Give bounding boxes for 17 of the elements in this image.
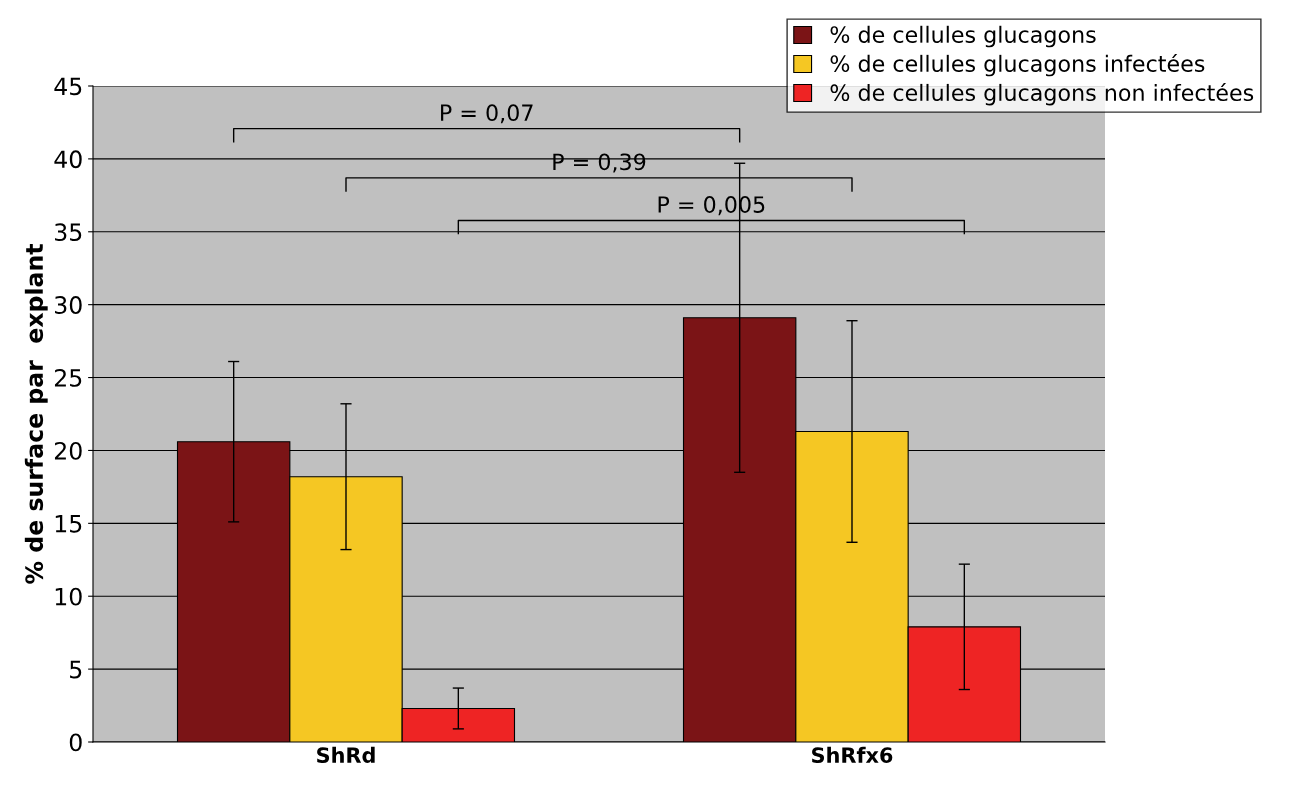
y-tick-label: 25 — [54, 369, 82, 387]
y-tick-label: 20 — [54, 441, 82, 460]
y-tick-label: 5 — [70, 660, 82, 679]
legend-label: % de cellules glucagons non infectées — [830, 83, 1254, 106]
x-tick-label: ShRd — [317, 746, 375, 763]
x-tick-label: ShRfx6 — [812, 746, 893, 763]
y-tick-label: 15 — [55, 515, 82, 533]
legend-label: % de cellules glucagons — [830, 25, 1096, 48]
y-tick-label: 0 — [69, 733, 82, 752]
y-tick-label: 35 — [55, 223, 82, 242]
y-axis-title: % de surface par explant — [24, 243, 48, 584]
y-tick-label: 45 — [54, 77, 82, 96]
y-tick-label: 40 — [54, 150, 82, 169]
annotation: P = 0,07 — [441, 104, 533, 124]
legend-label: % de cellules glucagons infectées — [830, 53, 1205, 77]
y-tick-label: 10 — [55, 587, 82, 606]
y-tick-label: 30 — [55, 296, 82, 314]
